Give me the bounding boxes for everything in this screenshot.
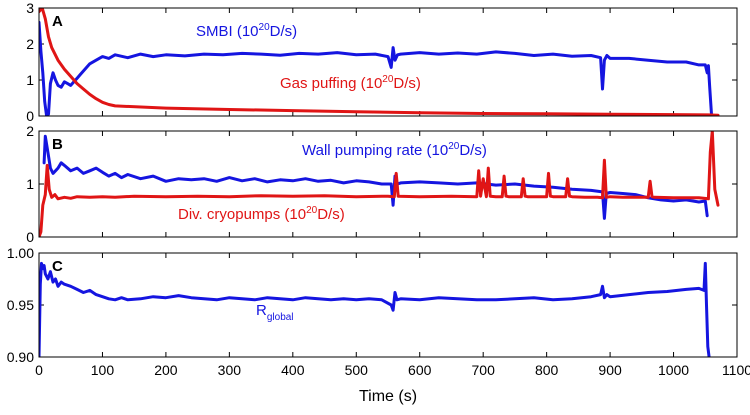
y-tick-label: 1 — [26, 176, 34, 192]
series-line-r-global — [39, 261, 711, 357]
series-annotation: SMBI (1020D/s) — [196, 22, 297, 40]
series-annotation: Div. cryopumps (1020D/s) — [178, 205, 345, 223]
panel-letter: C — [52, 258, 63, 275]
x-axis: 0 100 200 300 400 500 600 700 800 900 1000 1100 — [35, 362, 750, 378]
panel-letter: B — [52, 136, 63, 153]
panel-letter: A — [52, 13, 63, 30]
y-tick-label: 0 — [26, 229, 34, 245]
y-tick-label: 2 — [26, 123, 34, 139]
y-tick-label: 1 — [26, 72, 34, 88]
x-tick-label: 200 — [154, 362, 178, 378]
y-tick-label: 2 — [26, 36, 34, 52]
x-tick-label: 700 — [472, 362, 496, 378]
series-line-smbi — [39, 20, 714, 116]
y-tick-label: 3 — [26, 0, 34, 16]
panel-frame — [38, 252, 738, 358]
x-tick-label: 1100 — [722, 362, 750, 378]
series-annotation: Rglobal — [256, 302, 294, 323]
series-line-wall-pumping-rate — [42, 134, 709, 220]
series-line-div-cryopumps — [39, 131, 720, 237]
x-tick-label: 0 — [35, 362, 43, 378]
panel-a: 0 1 2 3 A SMBI (1020D/s) Gas puffing (1020D/s) — [26, 0, 738, 124]
series-annotation: Wall pumping rate (1020D/s) — [302, 141, 487, 159]
x-tick-label: 1000 — [658, 362, 689, 378]
x-axis-label: Time (s) — [359, 388, 417, 405]
panel-b: 0 1 2 B Wall pumping rate (1020D/s) Div. cryo… — [26, 123, 738, 245]
x-tick-label: 900 — [598, 362, 622, 378]
y-tick-label: 0.90 — [7, 349, 34, 365]
y-tick-label: 0 — [26, 108, 34, 124]
x-tick-label: 600 — [408, 362, 432, 378]
x-tick-label: 100 — [91, 362, 115, 378]
y-tick-label: 0.95 — [7, 297, 34, 313]
x-tick-label: 400 — [281, 362, 305, 378]
y-tick-label: 1.00 — [7, 245, 34, 261]
panels-layer: 0 1 2 3 A SMBI (1020D/s) Gas puffing (1020D/s)… — [7, 0, 750, 378]
series-annotation: Gas puffing (1020D/s) — [280, 74, 421, 92]
panel-c: 0.90 0.95 1.00 C Rglobal — [7, 245, 738, 365]
panel-frame — [38, 130, 738, 238]
panel-frame — [38, 7, 738, 117]
x-tick-label: 800 — [535, 362, 559, 378]
x-tick-label: 500 — [345, 362, 369, 378]
series-line-gas-puffing — [39, 8, 720, 116]
x-tick-label: 300 — [218, 362, 242, 378]
